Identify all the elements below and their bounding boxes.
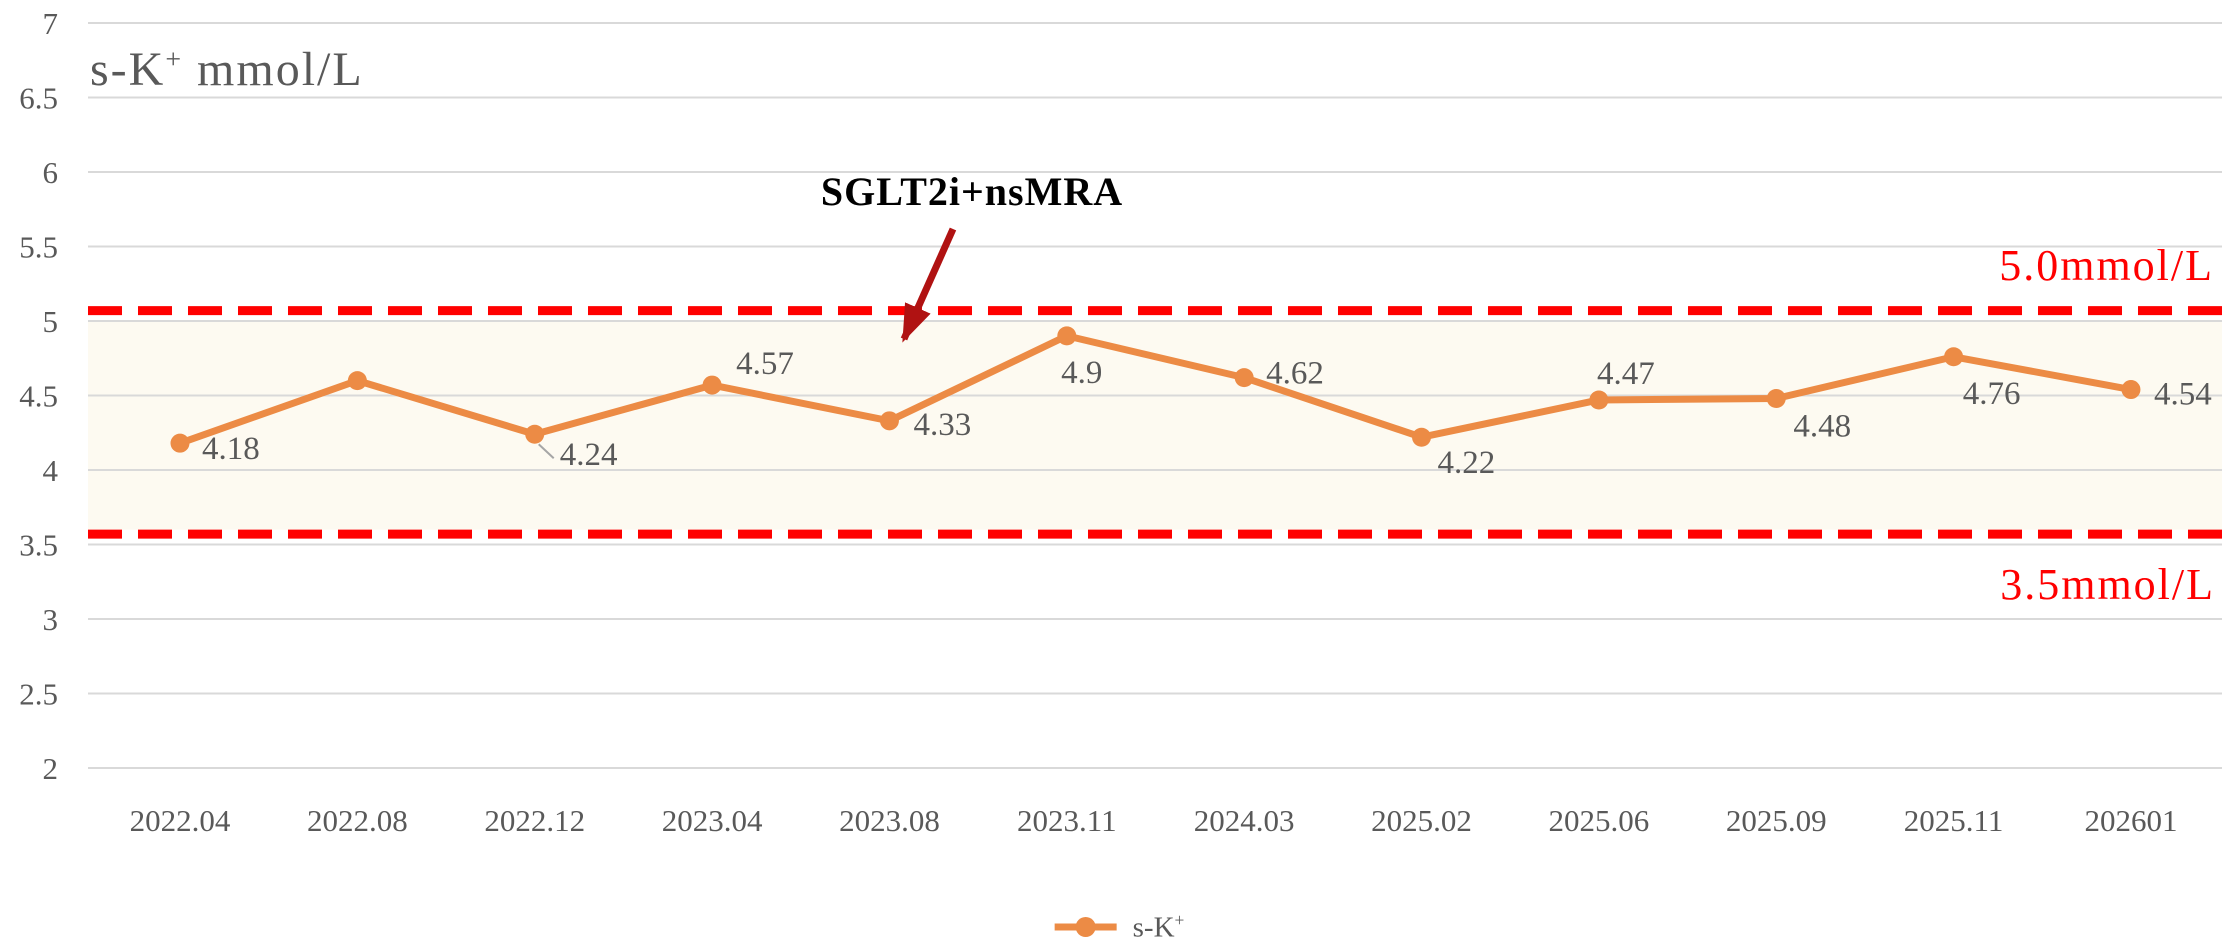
x-axis-label: 2025.11 bbox=[1904, 803, 2004, 838]
data-point-marker bbox=[1412, 427, 1432, 447]
data-point-label: 4.33 bbox=[913, 407, 971, 443]
data-point-label: 4.47 bbox=[1597, 356, 1655, 392]
data-point-marker bbox=[170, 433, 190, 453]
data-point-marker bbox=[1944, 347, 1964, 367]
data-point-label: 4.62 bbox=[1266, 356, 1324, 392]
data-point-marker bbox=[525, 424, 545, 444]
data-point-label: 4.9 bbox=[1061, 355, 1102, 391]
chart-title-base: s-K bbox=[90, 43, 166, 96]
x-axis-label: 2023.08 bbox=[839, 803, 940, 838]
y-tick-label: 2.5 bbox=[19, 677, 58, 712]
data-point-marker bbox=[879, 411, 899, 431]
series-line bbox=[176, 332, 2135, 447]
label-leader-line bbox=[538, 443, 555, 459]
legend: s-K+ bbox=[1052, 910, 1185, 945]
data-point-marker bbox=[1234, 368, 1254, 388]
x-axis-label: 2022.12 bbox=[484, 803, 585, 838]
x-axis-label: 2025.09 bbox=[1726, 803, 1827, 838]
data-point-label: 4.22 bbox=[1438, 445, 1496, 481]
y-tick-label: 6 bbox=[43, 155, 59, 190]
data-point-label: 4.57 bbox=[736, 346, 794, 382]
data-point-marker bbox=[1589, 390, 1609, 410]
data-point-label: 4.18 bbox=[202, 431, 260, 467]
data-point-label: 4.48 bbox=[1793, 408, 1851, 444]
x-axis-label: 202601 bbox=[2084, 803, 2177, 838]
y-tick-label: 7 bbox=[43, 6, 59, 41]
x-axis-label: 2025.02 bbox=[1371, 803, 1472, 838]
x-axis-label: 2023.04 bbox=[662, 803, 763, 838]
x-axis-label: 2025.06 bbox=[1549, 803, 1650, 838]
data-point-label: 4.54 bbox=[2154, 377, 2212, 413]
data-point-label: 4.76 bbox=[1963, 376, 2021, 412]
upper-limit-label: 5.0mmol/L bbox=[1999, 241, 2214, 290]
y-tick-label: 4.5 bbox=[19, 379, 58, 414]
normal-range-band bbox=[88, 321, 2222, 530]
x-axis-label: 2024.03 bbox=[1194, 803, 1295, 838]
y-tick-label: 3 bbox=[43, 602, 59, 637]
legend-label: s-K+ bbox=[1132, 910, 1185, 944]
x-axis-label: 2023.11 bbox=[1017, 803, 1117, 838]
data-point-marker bbox=[347, 371, 367, 391]
y-tick-label: 2 bbox=[43, 751, 59, 786]
lower-limit-label: 3.5mmol/L bbox=[2000, 560, 2215, 609]
data-point-marker bbox=[702, 375, 722, 395]
y-tick-label: 3.5 bbox=[19, 528, 58, 563]
chart-title-superscript: + bbox=[165, 44, 184, 75]
legend-marker-icon bbox=[1054, 917, 1117, 938]
data-point-label: 4.24 bbox=[560, 437, 618, 473]
data-point-marker bbox=[2121, 380, 2141, 400]
data-point-marker bbox=[1057, 326, 1077, 346]
y-tick-label: 6.5 bbox=[19, 81, 58, 116]
annotation-arrow bbox=[900, 227, 957, 343]
chart-title-unit: mmol/L bbox=[183, 43, 364, 96]
y-tick-label: 5 bbox=[43, 304, 59, 339]
y-tick-label: 5.5 bbox=[19, 230, 58, 265]
x-axis-label: 2022.08 bbox=[307, 803, 408, 838]
annotation-text: SGLT2i+nsMRA bbox=[820, 169, 1124, 214]
data-point-marker bbox=[1766, 388, 1786, 408]
y-tick-label: 4 bbox=[43, 453, 59, 488]
x-axis-label: 2022.04 bbox=[130, 803, 231, 838]
chart-title: s-K+ mmol/L bbox=[90, 43, 364, 96]
